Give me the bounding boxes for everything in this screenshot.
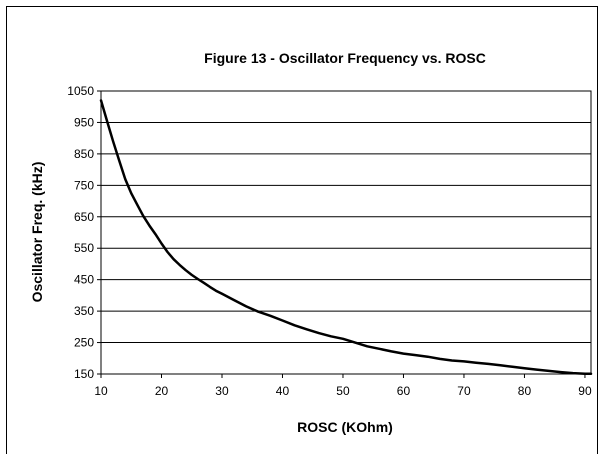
y-tick-label: 450	[74, 273, 94, 287]
x-tick-label: 50	[336, 384, 350, 398]
plot-area	[100, 90, 592, 375]
y-axis-ticks: 150 250 350 450 550 650 750 850 950 1050	[67, 84, 101, 381]
chart-title: Figure 13 - Oscillator Frequency vs. ROS…	[204, 50, 486, 66]
y-tick-label: 350	[74, 304, 94, 318]
x-tick-label: 10	[94, 384, 108, 398]
y-axis-title: Oscillator Freq. (kHz)	[29, 162, 45, 303]
x-tick-label: 40	[276, 384, 290, 398]
y-tick-label: 650	[74, 210, 94, 224]
series-line	[99, 99, 593, 375]
gridlines	[101, 121, 591, 344]
chart-frame	[6, 6, 598, 454]
y-tick-label: 550	[74, 241, 94, 255]
series-group	[99, 99, 593, 375]
y-tick-label: 250	[74, 336, 94, 350]
y-tick-label: 750	[74, 178, 94, 192]
x-tick-label: 20	[155, 384, 169, 398]
x-tick-label: 60	[397, 384, 411, 398]
y-tick-label: 850	[74, 147, 94, 161]
y-tick-label: 950	[74, 115, 94, 129]
x-tick-label: 70	[457, 384, 471, 398]
x-tick-label: 80	[518, 384, 532, 398]
x-tick-label: 30	[215, 384, 229, 398]
x-tick-label: 90	[578, 384, 592, 398]
y-tick-label: 1050	[67, 84, 94, 98]
x-axis-title: ROSC (KOhm)	[297, 419, 393, 435]
x-axis-ticks: 10 20 30 40 50 60 70 80 90	[94, 374, 592, 398]
y-tick-label: 150	[74, 367, 94, 381]
